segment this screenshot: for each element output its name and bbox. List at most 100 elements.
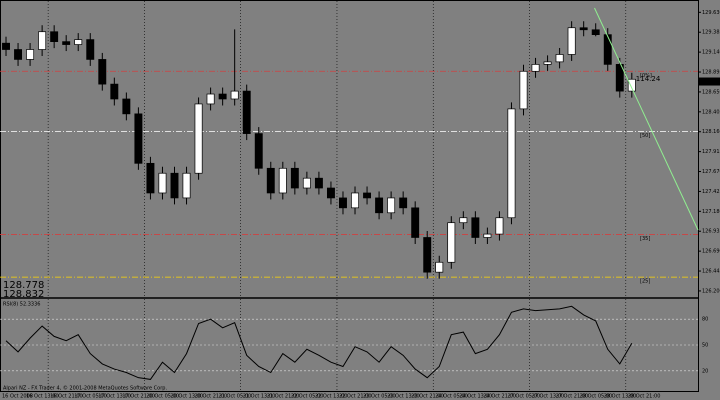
x-tick-label: 23 Oct 21:00 [411,394,444,400]
candle-body [447,222,456,263]
bid-tag-label: 128.778 [700,79,720,85]
candle-body [290,167,299,189]
x-tick-label: 20 Oct 13:00 [170,394,203,400]
candle-body [615,64,624,92]
x-tick-label: 16 Oct 2008 [2,394,33,400]
candle-body [543,61,552,65]
rsi-line [5,305,633,380]
candle-body [314,177,323,189]
candle-body [579,27,588,31]
x-tick-label: 17 Oct 05:00 [74,394,107,400]
x-tick-label: 23 Oct 05:00 [363,394,396,400]
x-tick-label: 21 Oct 13:00 [243,394,276,400]
y-tick-label: 126.200 [702,288,720,294]
y-tick-label: 129.385 [702,30,720,36]
candle-body [411,207,420,238]
x-tick-label: 20 Oct 05:00 [146,394,179,400]
level-label: [35] [640,236,650,242]
level-label: [25] [640,279,650,285]
candle-body [567,27,576,55]
x-tick-label: 22 Oct 21:00 [339,394,372,400]
y-tick-label: 126.690 [702,249,720,255]
candle-body [38,31,47,50]
candle-body [86,39,95,60]
candle-body [146,162,155,194]
candle-body [302,177,311,189]
candle-body [375,197,384,214]
y-tick-label: 127.425 [702,189,720,195]
candle-body [158,172,167,194]
candle-body [591,29,600,35]
candle-body [339,197,347,209]
copyright: Alpari NZ - FX Trader 4, © 2001-2008 Met… [3,385,167,392]
y-tick-label: 126.445 [702,269,720,275]
candle-body [266,167,275,194]
candle-body [495,217,504,235]
bid-tag [698,77,720,86]
y-tick-label: 128.650 [702,89,720,95]
candle-body [182,172,191,199]
candle-body [2,42,10,50]
candle-body [603,34,612,65]
candle-body [122,98,131,115]
candle-body [206,93,215,105]
candle-body [218,93,227,100]
candle-body [507,108,516,219]
candle-body [230,90,239,100]
y-tick-label: 80 [702,317,708,323]
x-tick-label: 21 Oct 05:00 [219,394,252,400]
indicator-title: RSI(8) 52.3336 [3,302,40,308]
bid-quote: 128.778 [3,280,44,291]
candle-body [98,59,107,85]
x-tick-label: 20 Oct 21:00 [195,394,228,400]
trend-line [594,7,699,231]
x-tick-label: 17 Oct 21:00 [122,394,155,400]
candle-body [74,39,83,45]
y-tick-label: 127.670 [702,169,720,175]
candle-body [278,167,287,194]
candle-body [14,49,23,60]
x-tick-label: 28 Oct 21:00 [628,394,661,400]
y-tick-label: 128.160 [702,129,720,135]
x-tick-label: 16 Oct 13:00 [26,394,59,400]
candle-body [555,54,564,63]
y-tick-label: 129.630 [702,10,720,16]
candle-body [134,113,143,164]
x-tick-label: 27 Oct 05:00 [507,394,540,400]
level-label: [50] [640,133,650,139]
y-tick-label: 128.405 [702,109,720,115]
candle-body [50,31,59,42]
x-tick-label: 22 Oct 05:00 [291,394,324,400]
candle-body [483,233,492,238]
level-label: [0%] [640,73,652,79]
candle-body [387,197,396,214]
y-tick-label: 126.935 [702,229,720,235]
candle-body [399,197,408,209]
x-tick-label: 21 Oct 21:00 [267,394,300,400]
y-tick-label: 127.915 [702,149,720,155]
candle-body [194,103,203,174]
candle-body [242,90,251,134]
candle-body [531,64,540,72]
candle-body [363,192,372,199]
x-tick-label: 24 Oct 21:00 [483,394,516,400]
candle-body [627,78,636,92]
x-tick-label: 24 Oct 13:00 [459,394,492,400]
x-tick-label: 28 Oct 05:00 [580,394,613,400]
y-tick-label: 20 [702,368,708,374]
x-tick-label: 28 Oct 13:00 [604,394,637,400]
y-tick-label: 127.180 [702,209,720,215]
candle-body [351,192,359,209]
y-tick-label: 128.895 [702,70,720,76]
x-tick-label: 27 Oct 13:00 [532,394,565,400]
x-tick-label: 24 Oct 05:00 [435,394,468,400]
x-tick-label: 22 Oct 13:00 [315,394,348,400]
candle-body [26,49,35,60]
ask-quote: 128.832 [3,289,44,300]
x-tick-label: 17 Oct 13:00 [98,394,131,400]
y-tick-label: 50 [702,343,708,349]
x-tick-label: 23 Oct 13:00 [387,394,420,400]
candle-body [170,172,179,199]
